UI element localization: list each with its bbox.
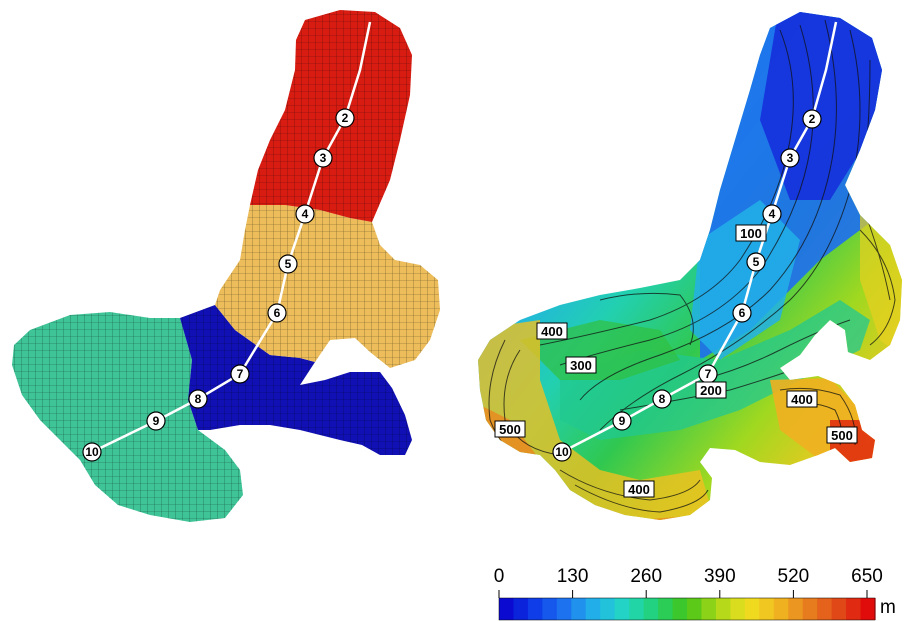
svg-text:5: 5: [753, 255, 760, 269]
elevation-node-7: 7: [698, 364, 718, 384]
colorbar-tick-label: 390: [704, 566, 736, 587]
contour-label-400: 400: [623, 480, 655, 498]
colorbar-swatch: [556, 598, 572, 620]
colorbar-swatch: [715, 598, 731, 620]
contour-label-400: 400: [536, 322, 568, 340]
mesh-panel: 2 3 4 5 6 7 8 9 10: [12, 10, 440, 522]
contour-label-200: 200: [695, 381, 727, 399]
mesh-node-9: 9: [146, 411, 166, 431]
mesh-path-nodes: 2 3 4 5 6 7 8 9 10: [82, 108, 355, 462]
svg-text:400: 400: [791, 392, 813, 407]
colorbar-swatches: [499, 598, 876, 620]
mesh-node-3: 3: [313, 148, 333, 168]
colorbar-swatch: [527, 598, 543, 620]
elevation-node-5: 5: [746, 252, 766, 272]
svg-text:500: 500: [499, 422, 521, 437]
colorbar-swatch: [513, 598, 529, 620]
region-red: [250, 10, 412, 222]
svg-text:400: 400: [541, 324, 563, 339]
svg-text:4: 4: [769, 207, 776, 221]
colorbar-swatch: [614, 598, 630, 620]
colorbar-swatch: [499, 598, 515, 620]
svg-text:3: 3: [320, 151, 327, 165]
colorbar-tick-label: 0: [494, 566, 505, 587]
svg-text:3: 3: [787, 151, 794, 165]
svg-text:10: 10: [85, 445, 99, 459]
svg-text:2: 2: [809, 112, 816, 126]
colorbar-tick-label: 130: [557, 566, 589, 587]
elevation-node-2: 2: [802, 109, 822, 129]
region-tan: [215, 205, 440, 368]
svg-text:2: 2: [342, 111, 349, 125]
elevation-path-nodes: 2 3 4 5 6 7 8 9 10: [552, 109, 822, 462]
mesh-node-4: 4: [295, 204, 315, 224]
svg-text:6: 6: [739, 306, 746, 320]
colorbar-swatch: [600, 598, 616, 620]
colorbar-swatch: [773, 598, 789, 620]
svg-text:9: 9: [153, 414, 160, 428]
mesh-node-10: 10: [82, 442, 102, 462]
svg-text:5: 5: [285, 257, 292, 271]
svg-text:300: 300: [570, 358, 592, 373]
elevation-node-10: 10: [552, 442, 572, 462]
contour-label-400: 400: [786, 390, 818, 408]
colorbar: 0 130 260 390 520 650 m: [494, 566, 896, 621]
colorbar-swatch: [672, 598, 688, 620]
contour-label-300: 300: [565, 356, 597, 374]
contour-label-500: 500: [826, 426, 858, 444]
colorbar-tick-label: 260: [630, 566, 662, 587]
colorbar-swatch: [643, 598, 659, 620]
region-teal: [12, 312, 243, 522]
svg-text:9: 9: [619, 414, 626, 428]
mesh-node-7: 7: [230, 364, 250, 384]
colorbar-swatch: [571, 598, 587, 620]
colorbar-swatch: [860, 598, 876, 620]
colorbar-swatch: [744, 598, 760, 620]
colorbar-swatch: [831, 598, 847, 620]
svg-text:200: 200: [700, 383, 722, 398]
colorbar-swatch: [585, 598, 601, 620]
svg-text:7: 7: [237, 367, 244, 381]
svg-text:8: 8: [659, 392, 666, 406]
colorbar-swatch: [788, 598, 804, 620]
colorbar-swatch: [542, 598, 558, 620]
colorbar-swatch: [658, 598, 674, 620]
elevation-node-6: 6: [732, 303, 752, 323]
contour-label-500: 500: [494, 420, 526, 438]
svg-text:4: 4: [302, 207, 309, 221]
mesh-node-5: 5: [278, 254, 298, 274]
elevation-panel: 2 3 4 5 6 7 8 9 10 100 200 300 400 500 400 500: [478, 12, 902, 520]
elevation-node-9: 9: [612, 411, 632, 431]
colorbar-swatch: [629, 598, 645, 620]
colorbar-swatch: [759, 598, 775, 620]
colorbar-tick-label: 650: [851, 566, 883, 587]
colorbar-swatch: [701, 598, 717, 620]
svg-text:500: 500: [831, 428, 853, 443]
colorbar-swatch: [730, 598, 746, 620]
colorbar-swatch: [687, 598, 703, 620]
mesh-node-2: 2: [335, 108, 355, 128]
colorbar-swatch: [817, 598, 833, 620]
svg-text:100: 100: [740, 226, 762, 241]
colorbar-frame: [498, 597, 876, 621]
colorbar-unit: m: [880, 597, 896, 618]
elevation-node-8: 8: [652, 389, 672, 409]
colorbar-swatch: [802, 598, 818, 620]
elevation-node-4: 4: [762, 204, 782, 224]
colorbar-swatch: [846, 598, 862, 620]
contour-label-100: 100: [735, 224, 767, 242]
mesh-node-8: 8: [188, 389, 208, 409]
colorbar-tick-label: 520: [778, 566, 810, 587]
svg-text:8: 8: [195, 392, 202, 406]
svg-text:6: 6: [274, 306, 281, 320]
region-blue: [180, 305, 412, 455]
mesh-node-6: 6: [267, 303, 287, 323]
svg-text:400: 400: [628, 482, 650, 497]
svg-text:10: 10: [555, 445, 569, 459]
elevation-node-3: 3: [780, 148, 800, 168]
svg-text:7: 7: [705, 367, 712, 381]
colorbar-tick-labels: 0 130 260 390 520 650: [494, 566, 883, 598]
